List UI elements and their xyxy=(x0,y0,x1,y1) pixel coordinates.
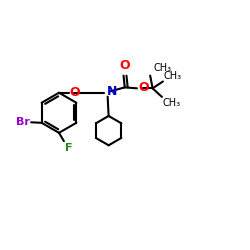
Text: O: O xyxy=(70,86,80,99)
Text: N: N xyxy=(107,85,117,98)
Text: CH₃: CH₃ xyxy=(163,98,181,108)
Text: CH₃: CH₃ xyxy=(154,63,172,73)
Text: CH₃: CH₃ xyxy=(164,70,182,81)
Text: O: O xyxy=(119,59,130,72)
Text: Br: Br xyxy=(16,117,30,127)
Text: F: F xyxy=(65,143,73,153)
Text: O: O xyxy=(138,81,149,94)
